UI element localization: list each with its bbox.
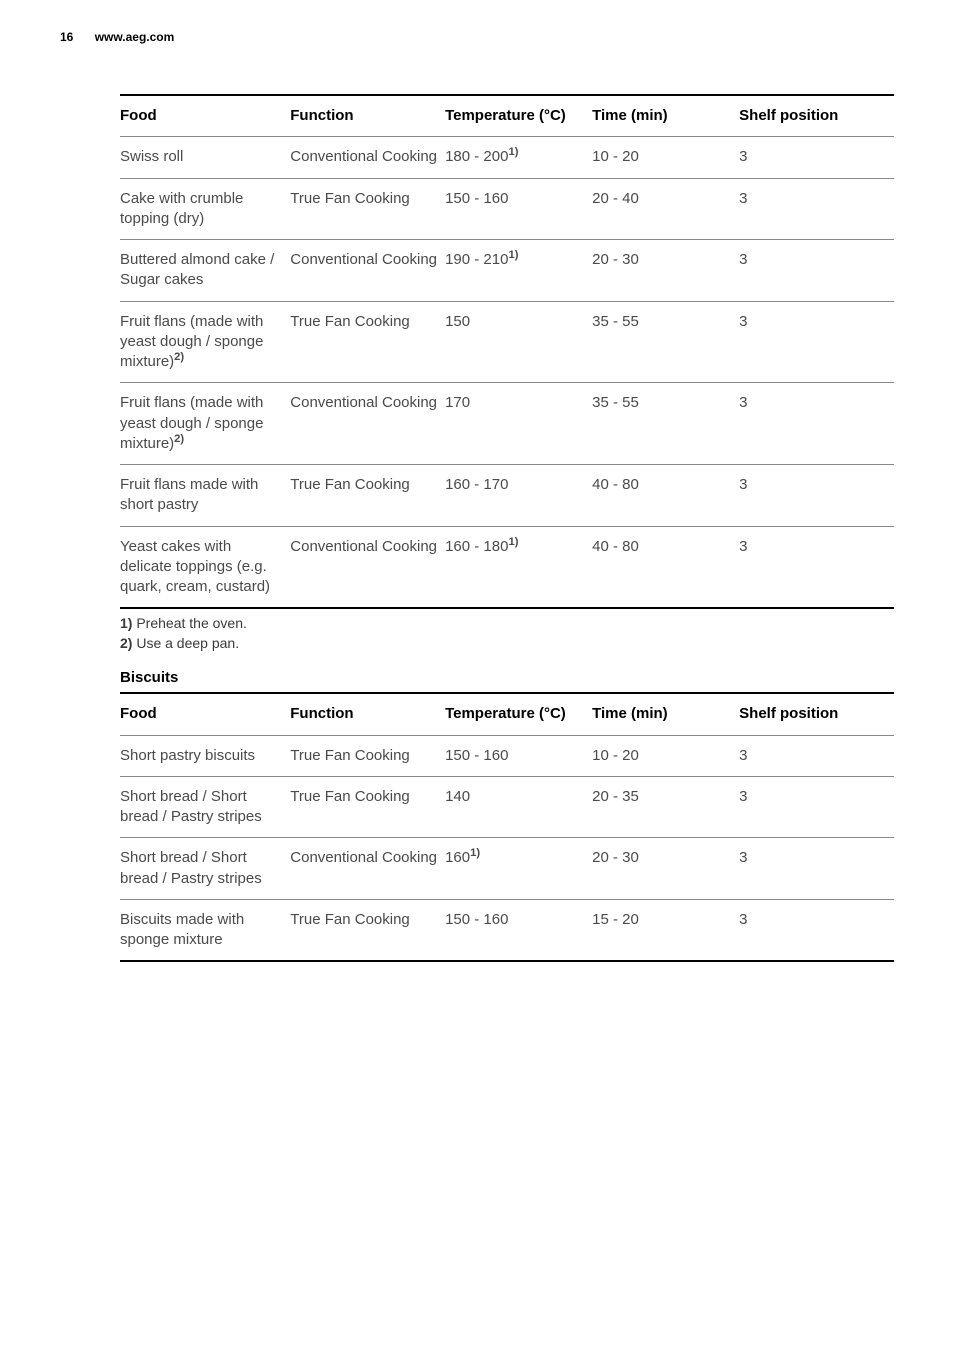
col-time: Time (min) [592, 693, 739, 735]
table-row: Biscuits made with sponge mixture True F… [120, 899, 894, 961]
cell-shelf: 3 [739, 240, 894, 302]
cell-food: Fruit flans (made with yeast dough / spo… [120, 301, 290, 383]
table-header-row: Food Function Temperature (°C) Time (min… [120, 95, 894, 137]
cell-time: 15 - 20 [592, 899, 739, 961]
table-row: Fruit flans (made with yeast dough / spo… [120, 301, 894, 383]
table-row: Fruit flans (made with yeast dough / spo… [120, 383, 894, 465]
cell-temperature: 150 - 160 [445, 735, 592, 776]
cell-time: 35 - 55 [592, 301, 739, 383]
cell-food: Swiss roll [120, 137, 290, 178]
cell-food: Biscuits made with sponge mixture [120, 899, 290, 961]
cell-time: 20 - 35 [592, 776, 739, 838]
col-temperature: Temperature (°C) [445, 95, 592, 137]
table-row: Cake with crumble topping (dry) True Fan… [120, 178, 894, 240]
table-row: Short pastry biscuits True Fan Cooking 1… [120, 735, 894, 776]
table-header-row: Food Function Temperature (°C) Time (min… [120, 693, 894, 735]
cell-shelf: 3 [739, 526, 894, 608]
cooking-table-1: Food Function Temperature (°C) Time (min… [120, 94, 894, 609]
cell-function: Conventional Cooking [290, 838, 445, 900]
cell-shelf: 3 [739, 465, 894, 527]
page-number: 16 [60, 30, 73, 44]
cell-shelf: 3 [739, 735, 894, 776]
cell-function: Conventional Cooking [290, 137, 445, 178]
cell-temperature: 1601) [445, 838, 592, 900]
cell-function: Conventional Cooking [290, 526, 445, 608]
cell-time: 40 - 80 [592, 465, 739, 527]
cell-temperature: 180 - 2001) [445, 137, 592, 178]
col-function: Function [290, 95, 445, 137]
cell-shelf: 3 [739, 899, 894, 961]
cell-time: 20 - 40 [592, 178, 739, 240]
cell-food: Short bread / Short bread / Pastry strip… [120, 838, 290, 900]
cell-temperature: 150 - 160 [445, 178, 592, 240]
cell-temperature: 150 - 160 [445, 899, 592, 961]
table-row: Fruit flans made with short pastry True … [120, 465, 894, 527]
col-shelf: Shelf position [739, 95, 894, 137]
cell-food: Short bread / Short bread / Pastry strip… [120, 776, 290, 838]
col-temperature: Temperature (°C) [445, 693, 592, 735]
footnotes: 1) Preheat the oven. 2) Use a deep pan. [120, 615, 894, 651]
footnote: 2) Use a deep pan. [120, 635, 894, 651]
col-time: Time (min) [592, 95, 739, 137]
cell-shelf: 3 [739, 383, 894, 465]
cell-function: True Fan Cooking [290, 178, 445, 240]
cell-function: Conventional Cooking [290, 240, 445, 302]
cell-function: True Fan Cooking [290, 735, 445, 776]
cell-food: Cake with crumble topping (dry) [120, 178, 290, 240]
footnote: 1) Preheat the oven. [120, 615, 894, 631]
cell-function: True Fan Cooking [290, 899, 445, 961]
cell-temperature: 140 [445, 776, 592, 838]
cell-function: Conventional Cooking [290, 383, 445, 465]
col-function: Function [290, 693, 445, 735]
cell-food: Fruit flans (made with yeast dough / spo… [120, 383, 290, 465]
cell-food: Short pastry biscuits [120, 735, 290, 776]
site-url: www.aeg.com [95, 30, 175, 44]
cell-temperature: 150 [445, 301, 592, 383]
cell-temperature: 190 - 2101) [445, 240, 592, 302]
cell-function: True Fan Cooking [290, 465, 445, 527]
cell-shelf: 3 [739, 301, 894, 383]
cell-shelf: 3 [739, 776, 894, 838]
cell-function: True Fan Cooking [290, 301, 445, 383]
cell-shelf: 3 [739, 838, 894, 900]
cell-food: Fruit flans made with short pastry [120, 465, 290, 527]
table-row: Yeast cakes with delicate toppings (e.g.… [120, 526, 894, 608]
table-row: Short bread / Short bread / Pastry strip… [120, 776, 894, 838]
table-row: Buttered almond cake / Sugar cakes Conve… [120, 240, 894, 302]
col-food: Food [120, 693, 290, 735]
cell-temperature: 160 - 1801) [445, 526, 592, 608]
cell-temperature: 160 - 170 [445, 465, 592, 527]
cell-shelf: 3 [739, 178, 894, 240]
cooking-table-2: Food Function Temperature (°C) Time (min… [120, 692, 894, 962]
col-food: Food [120, 95, 290, 137]
cell-function: True Fan Cooking [290, 776, 445, 838]
cell-food: Yeast cakes with delicate toppings (e.g.… [120, 526, 290, 608]
section-title-biscuits: Biscuits [120, 669, 894, 686]
cell-time: 35 - 55 [592, 383, 739, 465]
cell-temperature: 170 [445, 383, 592, 465]
cell-time: 20 - 30 [592, 240, 739, 302]
table-row: Swiss roll Conventional Cooking 180 - 20… [120, 137, 894, 178]
cell-food: Buttered almond cake / Sugar cakes [120, 240, 290, 302]
cell-time: 20 - 30 [592, 838, 739, 900]
cell-time: 10 - 20 [592, 137, 739, 178]
cell-shelf: 3 [739, 137, 894, 178]
cell-time: 40 - 80 [592, 526, 739, 608]
cell-time: 10 - 20 [592, 735, 739, 776]
table-row: Short bread / Short bread / Pastry strip… [120, 838, 894, 900]
page-header: 16 www.aeg.com [60, 30, 894, 44]
col-shelf: Shelf position [739, 693, 894, 735]
